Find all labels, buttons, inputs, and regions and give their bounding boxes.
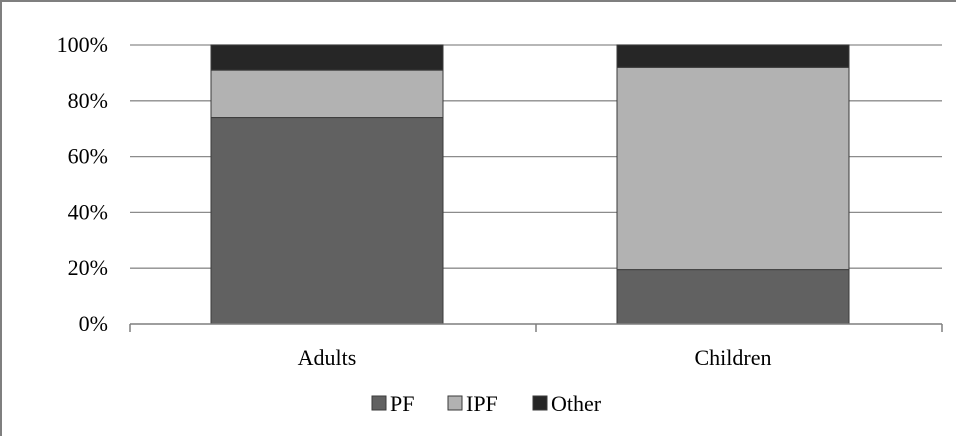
bar-segment-other-children [616,44,850,68]
y-tick-label: 0% [79,311,108,336]
legend-swatch-ipf [447,395,463,411]
legend-label-pf: PF [390,391,414,416]
legend: PF IPF Other [371,391,602,416]
bars [210,44,850,325]
legend-swatch-other [532,395,548,411]
legend-swatch-pf [371,395,387,411]
bar-segment-other-adults [210,44,444,71]
bar-segment-pf-children [616,269,850,325]
legend-label-ipf: IPF [466,391,498,416]
bar-segment-ipf-adults [210,69,444,119]
x-axis-category-labels: Adults Children [298,345,772,370]
x-category-label: Adults [298,345,357,370]
y-tick-label: 60% [68,144,108,169]
x-category-label: Children [695,345,772,370]
bar-segment-pf-adults [210,117,444,325]
x-axis [129,323,943,332]
y-axis-tick-labels: 0% 20% 40% 60% 80% 100% [57,32,108,336]
bar-segment-ipf-children [616,66,850,271]
y-tick-label: 80% [68,88,108,113]
y-tick-label: 20% [68,255,108,280]
legend-label-other: Other [551,391,602,416]
y-tick-label: 100% [57,32,108,57]
y-tick-label: 40% [68,199,108,224]
